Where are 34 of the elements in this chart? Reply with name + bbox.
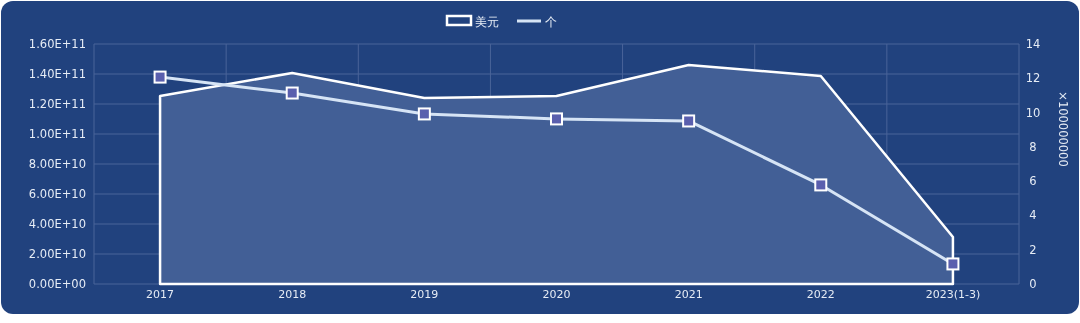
y-tick-label: 0.00E+00 <box>28 277 86 291</box>
x-tick-label: 2020 <box>542 288 571 301</box>
x-tick-label: 2022 <box>806 288 835 301</box>
y-tick-label: 1.00E+11 <box>28 127 86 141</box>
y2-tick-label: 14 <box>1025 37 1041 51</box>
y-tick-label: 8.00E+10 <box>28 157 86 171</box>
point <box>946 257 960 271</box>
point <box>285 86 299 100</box>
y-tick-label: 6.00E+10 <box>28 187 86 201</box>
y2-tick-label: 4 <box>1029 208 1037 223</box>
y-tick-label: 1.40E+11 <box>28 67 86 81</box>
x-tick-label: 2018 <box>278 288 307 301</box>
point <box>417 107 431 121</box>
point <box>550 112 563 126</box>
legend-label: 美元 <box>475 14 499 29</box>
y2-tick-label: 8 <box>1029 139 1037 154</box>
point <box>682 114 696 128</box>
y2-tick-label: 12 <box>1025 71 1041 86</box>
y2-tick-label: 10 <box>1025 105 1041 120</box>
x-tick-label: 2023(1-3) <box>925 288 981 301</box>
legend-label: 个 <box>545 14 557 29</box>
y-tick-label: 2.00E+10 <box>28 247 86 261</box>
point <box>814 178 828 192</box>
y-tick-label: 4.00E+10 <box>28 217 86 231</box>
y2-tick-label: 2 <box>1029 242 1037 257</box>
y2-tick-label: 6 <box>1029 174 1037 189</box>
y-tick-label: 1.60E+11 <box>28 37 86 51</box>
x-tick-label: 2017 <box>146 288 175 301</box>
x-tick-label: 2019 <box>410 288 439 301</box>
y2-axis-title: ×100000000 <box>1056 91 1070 167</box>
x-tick-label: 2021 <box>674 288 703 301</box>
y-tick-label: 1.20E+11 <box>28 97 86 111</box>
point <box>153 70 167 84</box>
y2-tick-label: 0 <box>1029 277 1037 291</box>
